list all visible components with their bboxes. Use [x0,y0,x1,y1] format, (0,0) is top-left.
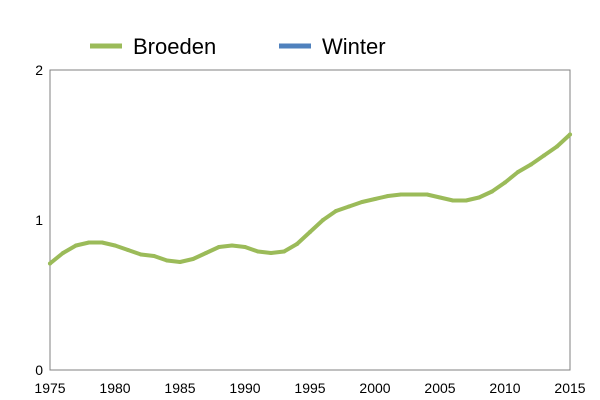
data-point-broeden [438,195,442,200]
data-point-broeden [113,243,117,248]
data-point-broeden [230,243,234,248]
x-tick-label: 1995 [294,380,325,396]
data-point-broeden [568,132,572,137]
x-tick-label: 2000 [359,380,390,396]
data-point-broeden [425,192,429,197]
y-tick-label: 0 [35,362,43,378]
x-tick-label: 1975 [34,380,65,396]
y-tick-label: 1 [35,212,43,228]
data-point-broeden [204,251,208,255]
data-point-broeden [464,198,468,203]
legend-item-winter: Winter [279,34,386,59]
data-point-broeden [295,242,299,246]
data-point-broeden [61,251,65,255]
x-axis-ticks: 1975 1980 1985 1990 1995 2000 2005 2010 2015 [34,380,585,396]
plot-area-frame [49,69,571,371]
series-line-broeden [48,132,572,266]
data-point-broeden [126,248,130,252]
x-tick-label: 2015 [554,380,585,396]
data-point-broeden [191,257,195,261]
data-point-broeden [87,240,91,245]
y-axis-ticks: 0 1 2 [35,62,43,378]
data-point-broeden [529,162,533,167]
data-point-broeden [308,230,312,234]
data-point-broeden [178,260,182,264]
data-point-broeden [451,198,455,203]
data-point-broeden [48,261,52,266]
data-point-broeden [490,189,494,194]
data-point-broeden [321,218,325,222]
data-point-broeden [555,144,559,149]
data-point-broeden [152,254,156,258]
legend-label-winter: Winter [322,34,386,59]
data-point-broeden [373,197,377,201]
data-point-broeden [217,245,221,249]
data-point-broeden [243,245,247,249]
data-point-broeden [165,258,169,263]
data-point-broeden [386,194,390,198]
data-point-broeden [334,209,338,213]
legend-label-broeden: Broeden [133,34,216,59]
data-point-broeden [269,251,273,255]
data-point-broeden [139,252,143,257]
x-tick-label: 2010 [489,380,520,396]
series-group [48,132,572,266]
data-point-broeden [282,249,286,254]
data-point-broeden [360,200,364,204]
data-point-broeden [503,180,507,185]
data-point-broeden [412,192,416,197]
x-tick-label: 1980 [99,380,130,396]
data-point-broeden [100,240,104,245]
data-point-broeden [347,204,351,209]
y-tick-label: 2 [35,62,43,78]
data-point-broeden [74,243,78,248]
legend-item-broeden: Broeden [90,34,216,59]
legend: Broeden Winter [90,34,386,59]
data-point-broeden [399,192,403,197]
x-tick-label: 2005 [424,380,455,396]
x-tick-label: 1990 [229,380,260,396]
x-tick-label: 1985 [164,380,195,396]
data-point-broeden [256,249,260,254]
data-point-broeden [516,170,520,174]
data-point-broeden [477,195,481,200]
data-point-broeden [542,153,546,158]
